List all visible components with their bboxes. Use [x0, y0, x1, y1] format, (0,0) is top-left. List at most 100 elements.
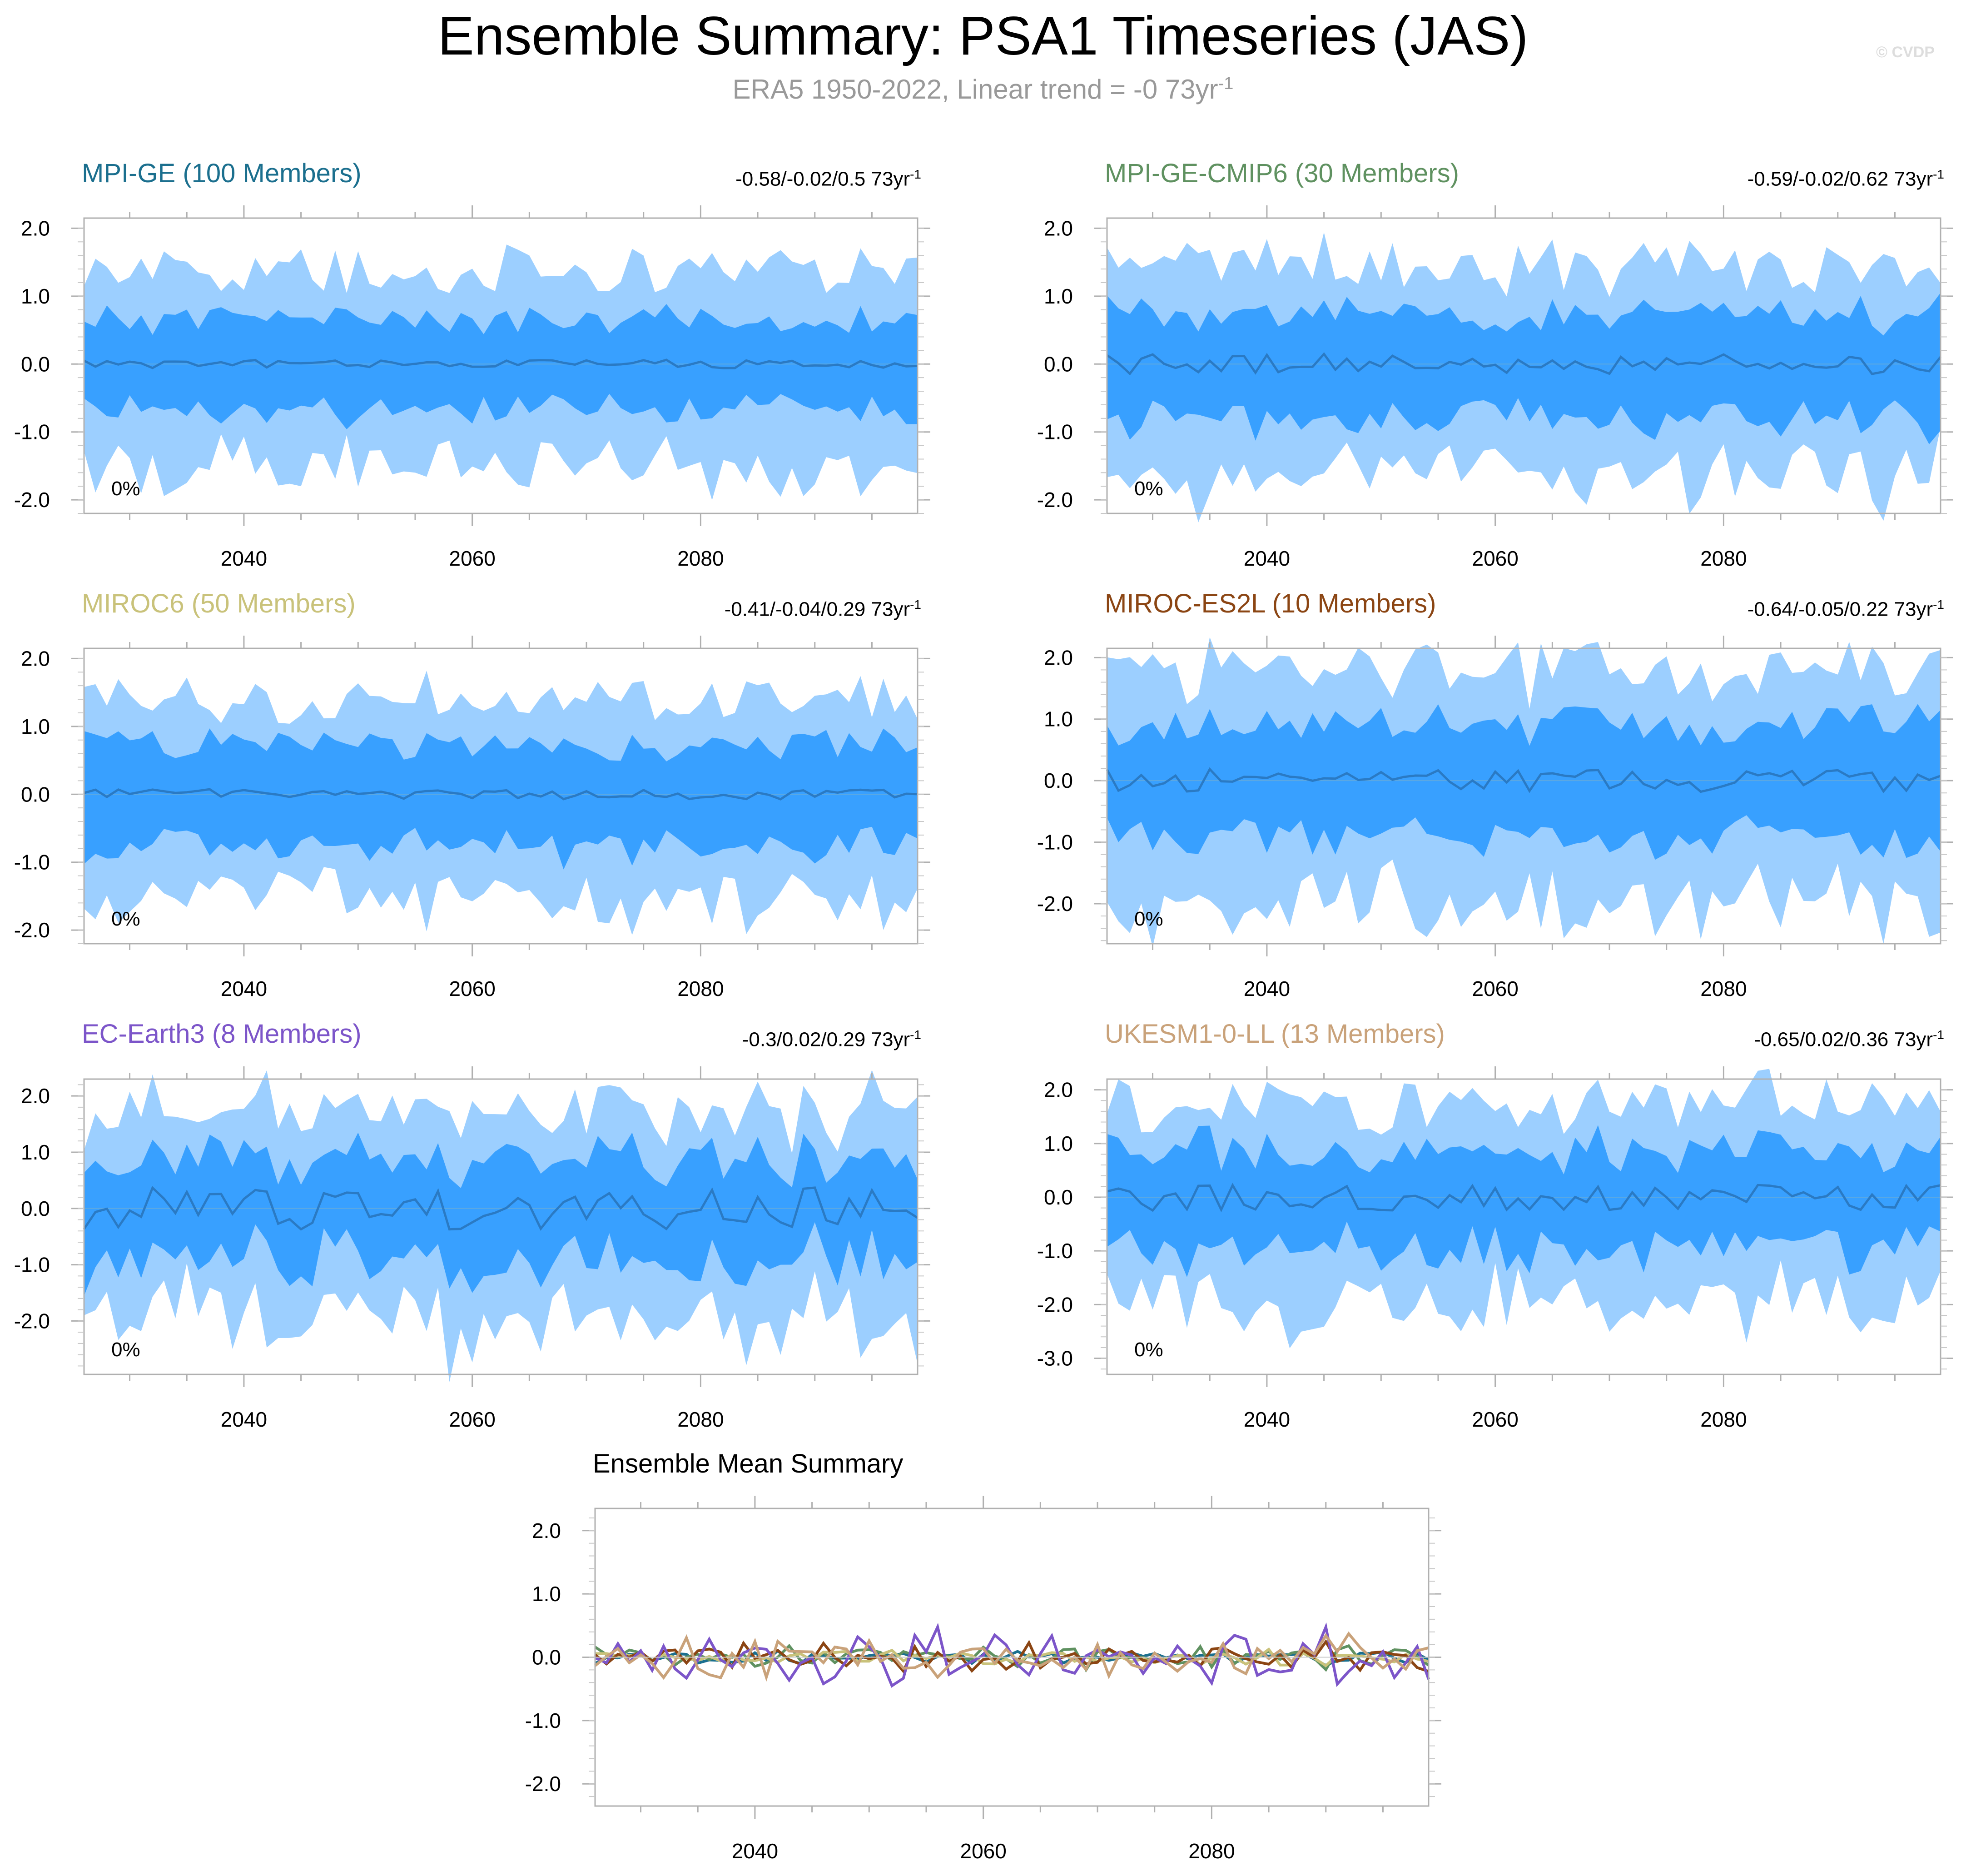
panel-1-ytick-label: 0.0 [21, 352, 50, 376]
panel-3-percent-label: 0% [111, 908, 140, 930]
panel-4-ytick-label: -1.0 [1037, 831, 1073, 854]
panel-1-stats-sup: -1 [910, 167, 921, 181]
panel-1-xtick-label: 2040 [221, 547, 267, 570]
panel-2-ytick-label: -1.0 [1037, 420, 1073, 444]
panel-3-xtick-label: 2040 [221, 977, 267, 1000]
panel-2-median-line [1106, 352, 1941, 376]
panel-5-xtick-label: 2080 [677, 1408, 724, 1431]
panel-6-ytick-label: 0.0 [1044, 1185, 1073, 1209]
panel-6-stats-sup: -1 [1933, 1028, 1944, 1042]
panel-5-median-line [83, 1186, 918, 1231]
panel-4-title: MIROC-ES2L (10 Members) [1105, 589, 1436, 618]
panel-4-xtick-label: 2080 [1700, 977, 1747, 1000]
panel-6-ytick-label: -2.0 [1037, 1293, 1073, 1316]
panel-1-ytick-label: -2.0 [14, 488, 50, 512]
panel-6-ytick-label: -3.0 [1037, 1347, 1073, 1370]
panel-5-percent-label: 0% [111, 1339, 140, 1361]
panel-7-xtick-label: 2080 [1188, 1839, 1235, 1863]
panel-2-stats: -0.59/-0.02/0.62 73yr-1 [1626, 167, 1944, 191]
panel-5-stats-text: -0.3/0.02/0.29 73yr [742, 1028, 910, 1051]
panel-3-stats-sup: -1 [910, 597, 921, 612]
panel-1-title: MPI-GE (100 Members) [82, 159, 362, 188]
panel-4-stats-sup: -1 [1933, 597, 1944, 612]
panel-4-median-line [1106, 767, 1941, 793]
panel-5-title: EC-Earth3 (8 Members) [82, 1019, 362, 1049]
panel-2-ytick-label: 2.0 [1044, 216, 1073, 240]
panel-3-median-line [84, 788, 918, 801]
panel-4-percent-label: 0% [1134, 908, 1163, 930]
panel-5-frame [83, 1078, 918, 1375]
panel-1-ytick-label: 2.0 [21, 216, 50, 240]
panel-5-inner-band [84, 1132, 918, 1296]
panel-3-ytick-label: -2.0 [14, 918, 50, 942]
panel-7-ytick-label: 2.0 [532, 1519, 561, 1543]
mean-line-ukesm1-0-ll [594, 1631, 1429, 1682]
panel-2-ytick-label: -2.0 [1037, 488, 1073, 512]
panel-1-stats: -0.58/-0.02/0.5 73yr-1 [603, 167, 921, 191]
panel-3-stats-text: -0.41/-0.04/0.29 73yr [724, 598, 910, 621]
panel-1-percent-label: 0% [111, 478, 140, 500]
panel-2-ytick-label: 1.0 [1044, 284, 1073, 308]
panel-5-ytick-label: -1.0 [14, 1253, 50, 1277]
panel-5-ytick-label: -2.0 [14, 1309, 50, 1333]
panel-2-title: MPI-GE-CMIP6 (30 Members) [1105, 159, 1459, 188]
panel-4-ytick-label: -2.0 [1037, 892, 1073, 916]
panel-5-stats: -0.3/0.02/0.29 73yr-1 [603, 1028, 921, 1051]
panel-6-stats-text: -0.65/0.02/0.36 73yr [1754, 1028, 1933, 1051]
panel-5-xtick-label: 2040 [221, 1408, 267, 1431]
panel-1-stats-text: -0.58/-0.02/0.5 73yr [735, 168, 910, 190]
panel-7-ytick-label: -2.0 [525, 1772, 561, 1796]
panel-1-inner-band [84, 304, 918, 429]
panel-2-stats-text: -0.59/-0.02/0.62 73yr [1747, 168, 1933, 190]
panel-1-frame [83, 217, 918, 514]
panel-3-ytick-label: 2.0 [21, 647, 50, 670]
panel-3-frame [83, 647, 918, 945]
panel-2-xtick-label: 2080 [1700, 547, 1747, 570]
panel-3-ytick-label: 1.0 [21, 715, 50, 738]
panel-1-xtick-label: 2060 [449, 547, 495, 570]
panel-4-xtick-label: 2060 [1472, 977, 1518, 1000]
figure-title: Ensemble Summary: PSA1 Timeseries (JAS) [437, 5, 1529, 66]
panel-6-xtick-label: 2060 [1472, 1408, 1518, 1431]
panel-1-median-line [83, 358, 918, 369]
cvdp-credit: © CVDP [1876, 44, 1935, 61]
panel-4-xtick-label: 2040 [1244, 977, 1290, 1000]
panel-1-ytick-label: 1.0 [21, 284, 50, 308]
panel-5-stats-sup: -1 [910, 1028, 921, 1042]
panel-3-title: MIROC6 (50 Members) [82, 589, 356, 618]
panel-6-ytick-label: 1.0 [1044, 1132, 1073, 1155]
panel-3-stats: -0.41/-0.04/0.29 73yr-1 [603, 597, 921, 621]
panel-3-ytick-label: -1.0 [14, 851, 50, 874]
panel-7-ytick-label: -1.0 [525, 1709, 561, 1732]
panel-6-stats: -0.65/0.02/0.36 73yr-1 [1626, 1028, 1944, 1051]
panel-5-ytick-label: 2.0 [21, 1084, 50, 1108]
subtitle-text: ERA5 1950-2022, Linear trend = -0 73yr [732, 74, 1218, 104]
panel-4-frame [1106, 647, 1941, 945]
subtitle-superscript: -1 [1218, 74, 1234, 93]
panel-6-title: UKESM1-0-LL (13 Members) [1105, 1019, 1445, 1049]
panel-4-ytick-label: 1.0 [1044, 707, 1073, 731]
panel-6-ytick-label: -1.0 [1037, 1239, 1073, 1263]
panel-6-median-line [1107, 1183, 1941, 1213]
panel-6-frame [1106, 1078, 1941, 1375]
panel-7-xtick-label: 2040 [732, 1839, 778, 1863]
panel-2-inner-band [1107, 293, 1941, 444]
panel-3-xtick-label: 2060 [449, 977, 495, 1000]
panel-3-xtick-label: 2080 [677, 977, 724, 1000]
panel-6-xtick-label: 2040 [1244, 1408, 1290, 1431]
panel-4-stats-text: -0.64/-0.05/0.22 73yr [1747, 598, 1933, 621]
panel-5-ytick-label: 0.0 [21, 1197, 50, 1220]
panel-4-ytick-label: 2.0 [1044, 646, 1073, 669]
panel-6-percent-label: 0% [1134, 1339, 1163, 1361]
panel-2-xtick-label: 2040 [1244, 547, 1290, 570]
panel-4-ytick-label: 0.0 [1044, 769, 1073, 792]
panel-2-xtick-label: 2060 [1472, 547, 1518, 570]
panel-3-inner-band [84, 728, 918, 870]
panel-2-ytick-label: 0.0 [1044, 352, 1073, 376]
panel-5-ytick-label: 1.0 [21, 1140, 50, 1164]
panel-7-ytick-label: 1.0 [532, 1582, 561, 1606]
mean-summary-title: Ensemble Mean Summary [593, 1449, 904, 1478]
panel-4-stats: -0.64/-0.05/0.22 73yr-1 [1626, 597, 1944, 621]
panel-6-inner-band [1107, 1125, 1941, 1277]
